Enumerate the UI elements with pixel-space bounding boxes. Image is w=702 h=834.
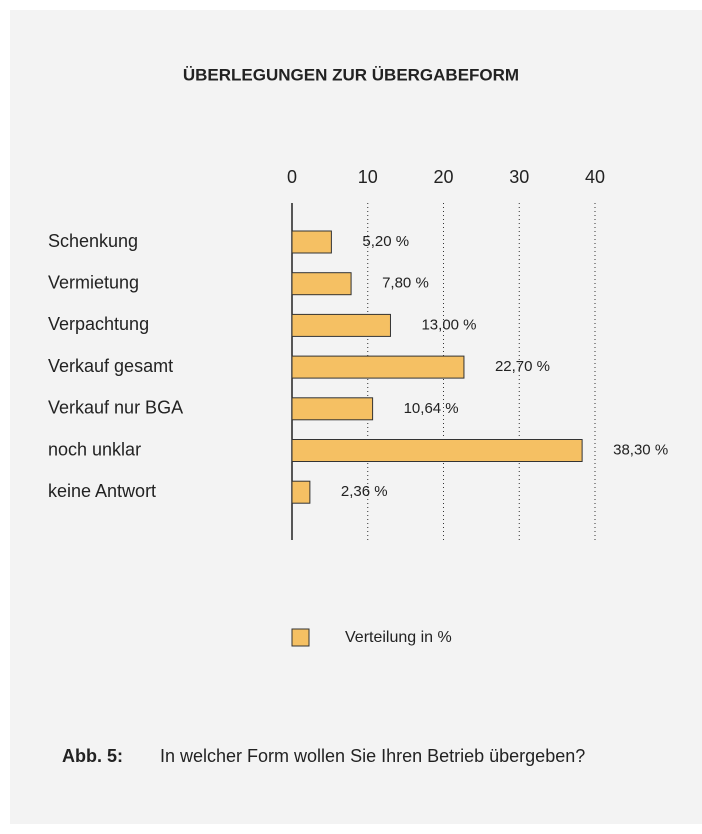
category-label: Verkauf gesamt [48,356,173,376]
value-label: 13,00 % [421,316,476,333]
category-label: Verkauf nur BGA [48,398,183,418]
value-label: 2,36 % [341,483,388,500]
legend-label: Verteilung in % [345,629,452,646]
caption-text: In welcher Form wollen Sie Ihren Betrieb… [160,746,586,766]
x-tick-label: 20 [433,167,453,187]
value-label: 10,64 % [404,400,459,417]
legend-swatch [291,628,310,647]
value-label: 22,70 % [495,358,550,375]
category-label: Vermietung [48,272,139,292]
bar [291,397,374,421]
bar [291,313,391,337]
value-label: 7,80 % [382,275,429,292]
caption-label: Abb. 5: [62,746,123,766]
bar [291,480,311,504]
category-label: Verpachtung [48,314,149,334]
category-label: noch unklar [48,439,141,459]
value-label: 38,30 % [613,441,668,458]
category-label: Schenkung [48,231,138,251]
category-label: keine Antwort [48,481,156,501]
x-tick-label: 0 [287,167,297,187]
bar [291,230,332,254]
value-label: 5,20 % [362,233,409,250]
x-tick-label: 10 [358,167,378,187]
chart-title: ÜBERLEGUNGEN ZUR ÜBERGABEFORM [183,65,519,84]
bar [291,272,352,296]
x-tick-label: 30 [509,167,529,187]
x-tick-label: 40 [585,167,605,187]
bar [291,355,465,379]
bar [291,439,583,462]
